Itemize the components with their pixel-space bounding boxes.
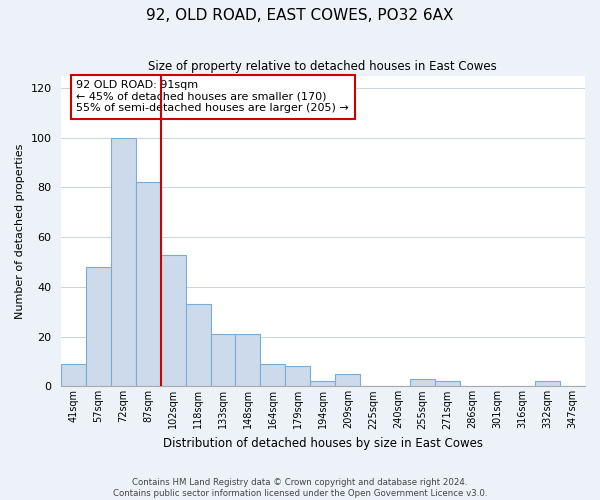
Title: Size of property relative to detached houses in East Cowes: Size of property relative to detached ho… <box>148 60 497 73</box>
Bar <box>310 382 335 386</box>
Bar <box>286 366 310 386</box>
Bar <box>110 138 136 386</box>
Bar <box>61 364 86 386</box>
Bar <box>410 379 435 386</box>
Bar <box>136 182 161 386</box>
Text: 92 OLD ROAD: 91sqm
← 45% of detached houses are smaller (170)
55% of semi-detach: 92 OLD ROAD: 91sqm ← 45% of detached hou… <box>76 80 349 114</box>
Bar <box>235 334 260 386</box>
Bar <box>260 364 286 386</box>
Y-axis label: Number of detached properties: Number of detached properties <box>15 144 25 318</box>
Text: Contains HM Land Registry data © Crown copyright and database right 2024.
Contai: Contains HM Land Registry data © Crown c… <box>113 478 487 498</box>
Text: 92, OLD ROAD, EAST COWES, PO32 6AX: 92, OLD ROAD, EAST COWES, PO32 6AX <box>146 8 454 22</box>
Bar <box>185 304 211 386</box>
X-axis label: Distribution of detached houses by size in East Cowes: Distribution of detached houses by size … <box>163 437 483 450</box>
Bar <box>435 382 460 386</box>
Bar <box>335 374 361 386</box>
Bar <box>211 334 235 386</box>
Bar <box>161 254 185 386</box>
Bar <box>86 267 110 386</box>
Bar <box>535 382 560 386</box>
